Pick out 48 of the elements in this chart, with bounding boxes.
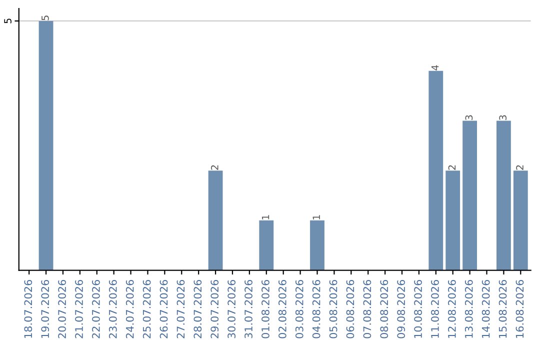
- x-tick-label: 18.07.2026: [24, 280, 32, 338]
- x-tick-label: 27.07.2026: [176, 280, 185, 338]
- x-tick-label: 06.08.2026: [346, 280, 354, 338]
- bar: [310, 220, 324, 270]
- x-tick-label: 09.08.2026: [397, 280, 406, 338]
- x-tick-label: 24.07.2026: [126, 280, 134, 338]
- x-tick-label: 07.08.2026: [363, 280, 372, 338]
- data-label: 1: [312, 215, 320, 220]
- data-label: 2: [448, 165, 456, 170]
- x-tick-label: 14.08.2026: [482, 280, 490, 338]
- x-tick-label: 20.07.2026: [58, 280, 66, 338]
- x-tick-label: 28.07.2026: [194, 280, 202, 338]
- data-label: 1: [262, 215, 270, 220]
- bar: [259, 220, 274, 270]
- x-tick-label: 21.07.2026: [75, 280, 83, 338]
- bar: [496, 120, 511, 270]
- bar: [513, 170, 528, 270]
- data-label: 2: [211, 165, 218, 170]
- data-label: 2: [516, 165, 524, 170]
- x-tick-label: 22.07.2026: [92, 280, 100, 338]
- x-tick-label: 08.08.2026: [380, 280, 388, 338]
- x-tick-label: 26.07.2026: [160, 280, 168, 338]
- bar: [208, 170, 223, 270]
- x-tick-label: 12.08.2026: [448, 280, 456, 338]
- x-tick-label: 16.08.2026: [516, 280, 524, 338]
- x-tick-label: 01.08.2026: [262, 280, 270, 338]
- data-label: 5: [42, 16, 49, 20]
- x-tick-label: 03.08.2026: [295, 280, 304, 338]
- x-tick-label: 31.07.2026: [244, 280, 252, 338]
- x-tick-label: 29.07.2026: [210, 280, 219, 338]
- x-tick-label: 25.07.2026: [142, 280, 151, 338]
- x-tick-label: 04.08.2026: [312, 280, 320, 338]
- x-tick-label: 15.08.2026: [498, 280, 507, 338]
- bar: [462, 120, 477, 270]
- bar: [446, 170, 460, 270]
- x-tick-label: 10.08.2026: [414, 280, 422, 338]
- data-label: 3: [499, 115, 507, 120]
- x-tick-label: 11.08.2026: [431, 280, 439, 338]
- x-tick-label: 30.07.2026: [228, 280, 236, 338]
- x-tick-label: 02.08.2026: [278, 280, 286, 338]
- x-tick-label: 05.08.2026: [329, 280, 338, 338]
- x-tick-label: 13.08.2026: [464, 280, 473, 338]
- data-label: 4: [431, 65, 439, 70]
- bar: [428, 70, 444, 270]
- data-label: 3: [465, 115, 473, 120]
- bar: [38, 20, 54, 270]
- x-tick-label: 19.07.2026: [41, 280, 50, 338]
- x-tick-label: 23.07.2026: [108, 280, 117, 338]
